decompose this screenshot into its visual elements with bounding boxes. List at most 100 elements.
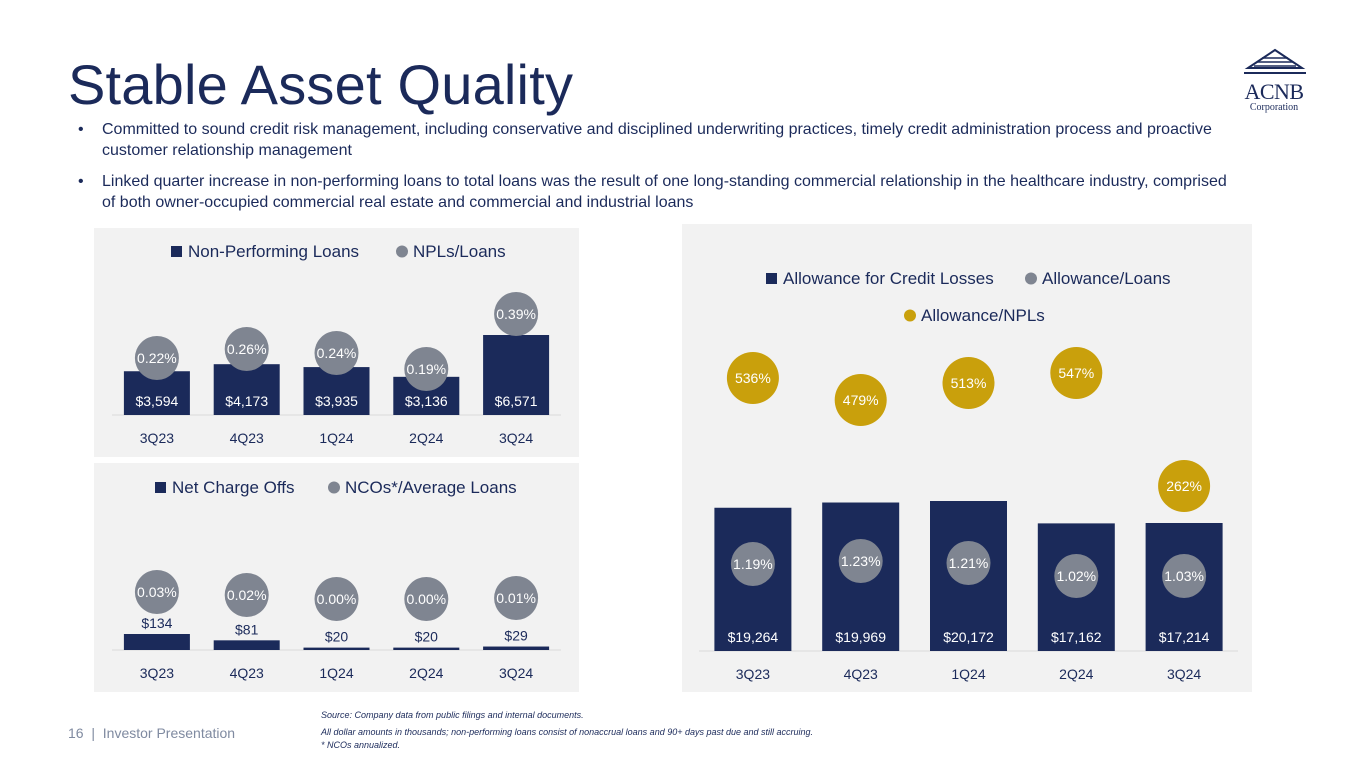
legend-label: Allowance/Loans bbox=[1042, 269, 1171, 288]
bar bbox=[213, 640, 280, 650]
footer-separator: | bbox=[87, 725, 99, 741]
legend-swatch bbox=[155, 482, 166, 493]
bubble-label: 0.01% bbox=[496, 590, 536, 606]
x-tick-label: 3Q24 bbox=[499, 430, 533, 446]
data-label: $19,969 bbox=[835, 629, 886, 645]
bubble-label: 1.21% bbox=[949, 555, 989, 571]
bubble-label: 1.23% bbox=[841, 553, 881, 569]
bubble-marker bbox=[224, 573, 269, 617]
bubble-marker bbox=[1054, 554, 1099, 598]
x-tick-label: 1Q24 bbox=[319, 665, 353, 681]
data-label: $3,136 bbox=[405, 393, 448, 409]
bubble-marker bbox=[314, 577, 359, 621]
bubble-marker bbox=[838, 539, 883, 583]
bullet-item: Committed to sound credit risk managemen… bbox=[78, 119, 1238, 161]
bubble-marker bbox=[1162, 554, 1207, 598]
bar bbox=[483, 335, 550, 415]
bar bbox=[213, 364, 280, 415]
bubble-marker bbox=[134, 336, 179, 380]
data-label: $81 bbox=[235, 621, 259, 637]
presentation-name: Investor Presentation bbox=[102, 725, 236, 741]
bubble-marker bbox=[1158, 460, 1211, 512]
data-label: $134 bbox=[141, 615, 172, 631]
bubble-label: 536% bbox=[735, 370, 771, 386]
bubble-marker bbox=[494, 292, 539, 336]
data-label: $19,264 bbox=[728, 629, 779, 645]
bubble-label: 0.22% bbox=[137, 350, 177, 366]
bubble-label: 0.24% bbox=[317, 345, 357, 361]
bubble-label: 1.02% bbox=[1056, 568, 1096, 584]
legend-swatch bbox=[171, 246, 182, 257]
bubble-label: 0.00% bbox=[317, 591, 357, 607]
bubble-label: 479% bbox=[843, 392, 879, 408]
bubble-marker bbox=[224, 327, 269, 371]
bubble-label: 1.03% bbox=[1164, 568, 1204, 584]
npl-chart: Non-Performing Loans NPLs/Loans $3,594 3Q23… bbox=[112, 242, 561, 446]
data-label: $20,172 bbox=[943, 629, 994, 645]
page-number: 16 bbox=[68, 725, 84, 741]
bubble-marker bbox=[1050, 347, 1103, 399]
source-note: Source: Company data from public filings… bbox=[321, 710, 584, 720]
legend-swatch bbox=[328, 481, 340, 494]
bubble-marker bbox=[730, 542, 775, 586]
bar bbox=[303, 647, 370, 650]
allowance-chart-panel: Allowance for Credit Losses Allowance/Loa… bbox=[682, 224, 1252, 692]
bar bbox=[393, 647, 460, 650]
logo-subtitle: Corporation bbox=[1249, 102, 1299, 113]
bubble-label: 0.19% bbox=[406, 361, 446, 377]
bullet-item: Linked quarter increase in non-performin… bbox=[78, 171, 1238, 213]
legend-swatch bbox=[766, 273, 777, 284]
x-tick-label: 4Q23 bbox=[844, 666, 878, 682]
page-title: Stable Asset Quality bbox=[68, 53, 574, 116]
data-label: $3,594 bbox=[135, 393, 178, 409]
bubble-label: 0.00% bbox=[406, 591, 446, 607]
legend-label: Non-Performing Loans bbox=[188, 242, 359, 261]
bubble-label: 1.19% bbox=[733, 556, 773, 572]
x-tick-label: 3Q23 bbox=[140, 665, 174, 681]
data-label: $17,162 bbox=[1051, 629, 1102, 645]
bubble-marker bbox=[404, 347, 449, 391]
x-tick-label: 4Q23 bbox=[230, 665, 264, 681]
data-label: $17,214 bbox=[1159, 629, 1210, 645]
x-tick-label: 2Q24 bbox=[409, 665, 443, 681]
bubble-label: 513% bbox=[951, 375, 987, 391]
legend-label: Net Charge Offs bbox=[172, 478, 295, 497]
nco-note: * NCOs annualized. bbox=[321, 740, 401, 750]
legend-swatch bbox=[904, 309, 916, 322]
bar bbox=[123, 634, 190, 650]
bubble-marker bbox=[404, 577, 449, 621]
data-label: $20 bbox=[415, 629, 439, 645]
allowance-chart: Allowance for Credit Losses Allowance/Loa… bbox=[699, 269, 1238, 682]
nco-chart-panel: Net Charge Offs NCOs*/Average Loans $134 3Q… bbox=[94, 463, 579, 692]
bubble-marker bbox=[834, 374, 887, 426]
npl-chart-panel: Non-Performing Loans NPLs/Loans $3,594 3Q23… bbox=[94, 228, 579, 457]
page-footer: 16 | Investor Presentation bbox=[68, 725, 235, 741]
data-label: $4,173 bbox=[225, 393, 268, 409]
bubble-marker bbox=[726, 352, 779, 404]
x-tick-label: 1Q24 bbox=[951, 666, 985, 682]
legend-label: NCOs*/Average Loans bbox=[345, 478, 517, 497]
bubble-label: 0.02% bbox=[227, 587, 267, 603]
bubble-label: 262% bbox=[1166, 478, 1202, 494]
legend-swatch bbox=[1025, 272, 1037, 285]
logo-name: ACNB bbox=[1244, 79, 1304, 104]
bar bbox=[303, 367, 370, 415]
legend-label: Allowance for Credit Losses bbox=[783, 269, 994, 288]
bubble-label: 0.03% bbox=[137, 584, 177, 600]
bubble-marker bbox=[946, 541, 991, 585]
bubble-label: 0.26% bbox=[227, 341, 267, 357]
x-tick-label: 2Q24 bbox=[409, 430, 443, 446]
legend-label: Allowance/NPLs bbox=[921, 306, 1045, 325]
bar bbox=[483, 646, 550, 650]
x-tick-label: 3Q24 bbox=[1167, 666, 1201, 682]
amounts-note: All dollar amounts in thousands; non-per… bbox=[321, 727, 814, 737]
x-tick-label: 4Q23 bbox=[230, 430, 264, 446]
bubble-marker bbox=[942, 357, 995, 409]
data-label: $6,571 bbox=[495, 393, 538, 409]
company-logo-icon bbox=[1244, 48, 1306, 74]
bubble-marker bbox=[134, 570, 179, 614]
bubble-label: 547% bbox=[1058, 365, 1094, 381]
data-label: $20 bbox=[325, 629, 349, 645]
nco-chart: Net Charge Offs NCOs*/Average Loans $134 3Q… bbox=[112, 478, 561, 681]
legend-label: NPLs/Loans bbox=[413, 242, 506, 261]
